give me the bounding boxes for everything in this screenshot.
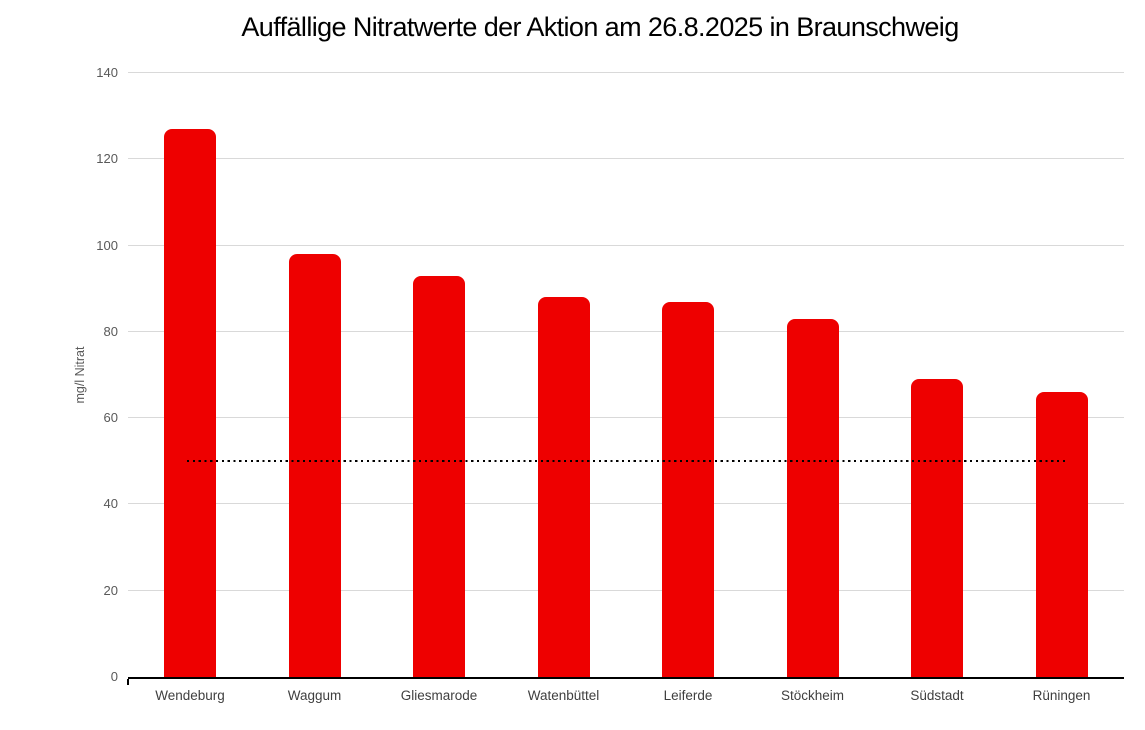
bar-watenbüttel [537, 297, 590, 677]
bar-stöckheim [786, 318, 839, 677]
gridline-40 [128, 503, 1124, 505]
x-label-gliesmarode: Gliesmarode [400, 688, 478, 703]
y-axis-tick-labels: 0 20 40 60 80 100 120 140 [0, 65, 118, 684]
x-axis-origin-tick [127, 679, 129, 685]
x-label-südstadt: Südstadt [910, 688, 964, 703]
bar-wendeburg [164, 129, 217, 677]
gridline-60 [128, 417, 1124, 419]
x-label-watenbüttel: Watenbüttel [527, 688, 600, 703]
y-tick-label: 120 [96, 151, 118, 167]
y-tick-label: 20 [103, 582, 118, 598]
gridline-100 [128, 244, 1124, 246]
y-tick-label: 0 [110, 669, 118, 684]
limit-line-50 [187, 459, 1065, 463]
bar-waggum [288, 254, 341, 677]
gridline-140 [128, 72, 1124, 73]
gridline-20 [128, 589, 1124, 591]
gridline-120 [128, 158, 1124, 160]
plot-area [127, 72, 1124, 685]
bar-rüningen [1035, 392, 1088, 677]
y-tick-label: 60 [103, 410, 118, 426]
bar-leiferde [662, 301, 715, 677]
x-label-rüningen: Rüningen [1032, 688, 1091, 703]
y-tick-label: 100 [96, 237, 118, 253]
y-tick-label: 140 [96, 65, 118, 80]
x-label-stöckheim: Stöckheim [780, 688, 845, 703]
x-axis-labels: Wendeburg Waggum Gliesmarode Watenbüttel Lei… [0, 688, 1145, 708]
y-tick-label: 40 [103, 496, 118, 512]
x-label-leiferde: Leiferde [663, 688, 713, 703]
x-label-wendeburg: Wendeburg [155, 688, 225, 703]
x-label-waggum: Waggum [287, 688, 342, 703]
chart-title: Auffällige Nitratwerte der Aktion am 26.… [241, 12, 959, 42]
gridline-80 [128, 330, 1124, 332]
bar-gliesmarode [413, 275, 466, 677]
y-tick-label: 80 [103, 323, 118, 339]
bar-südstadt [911, 379, 964, 677]
